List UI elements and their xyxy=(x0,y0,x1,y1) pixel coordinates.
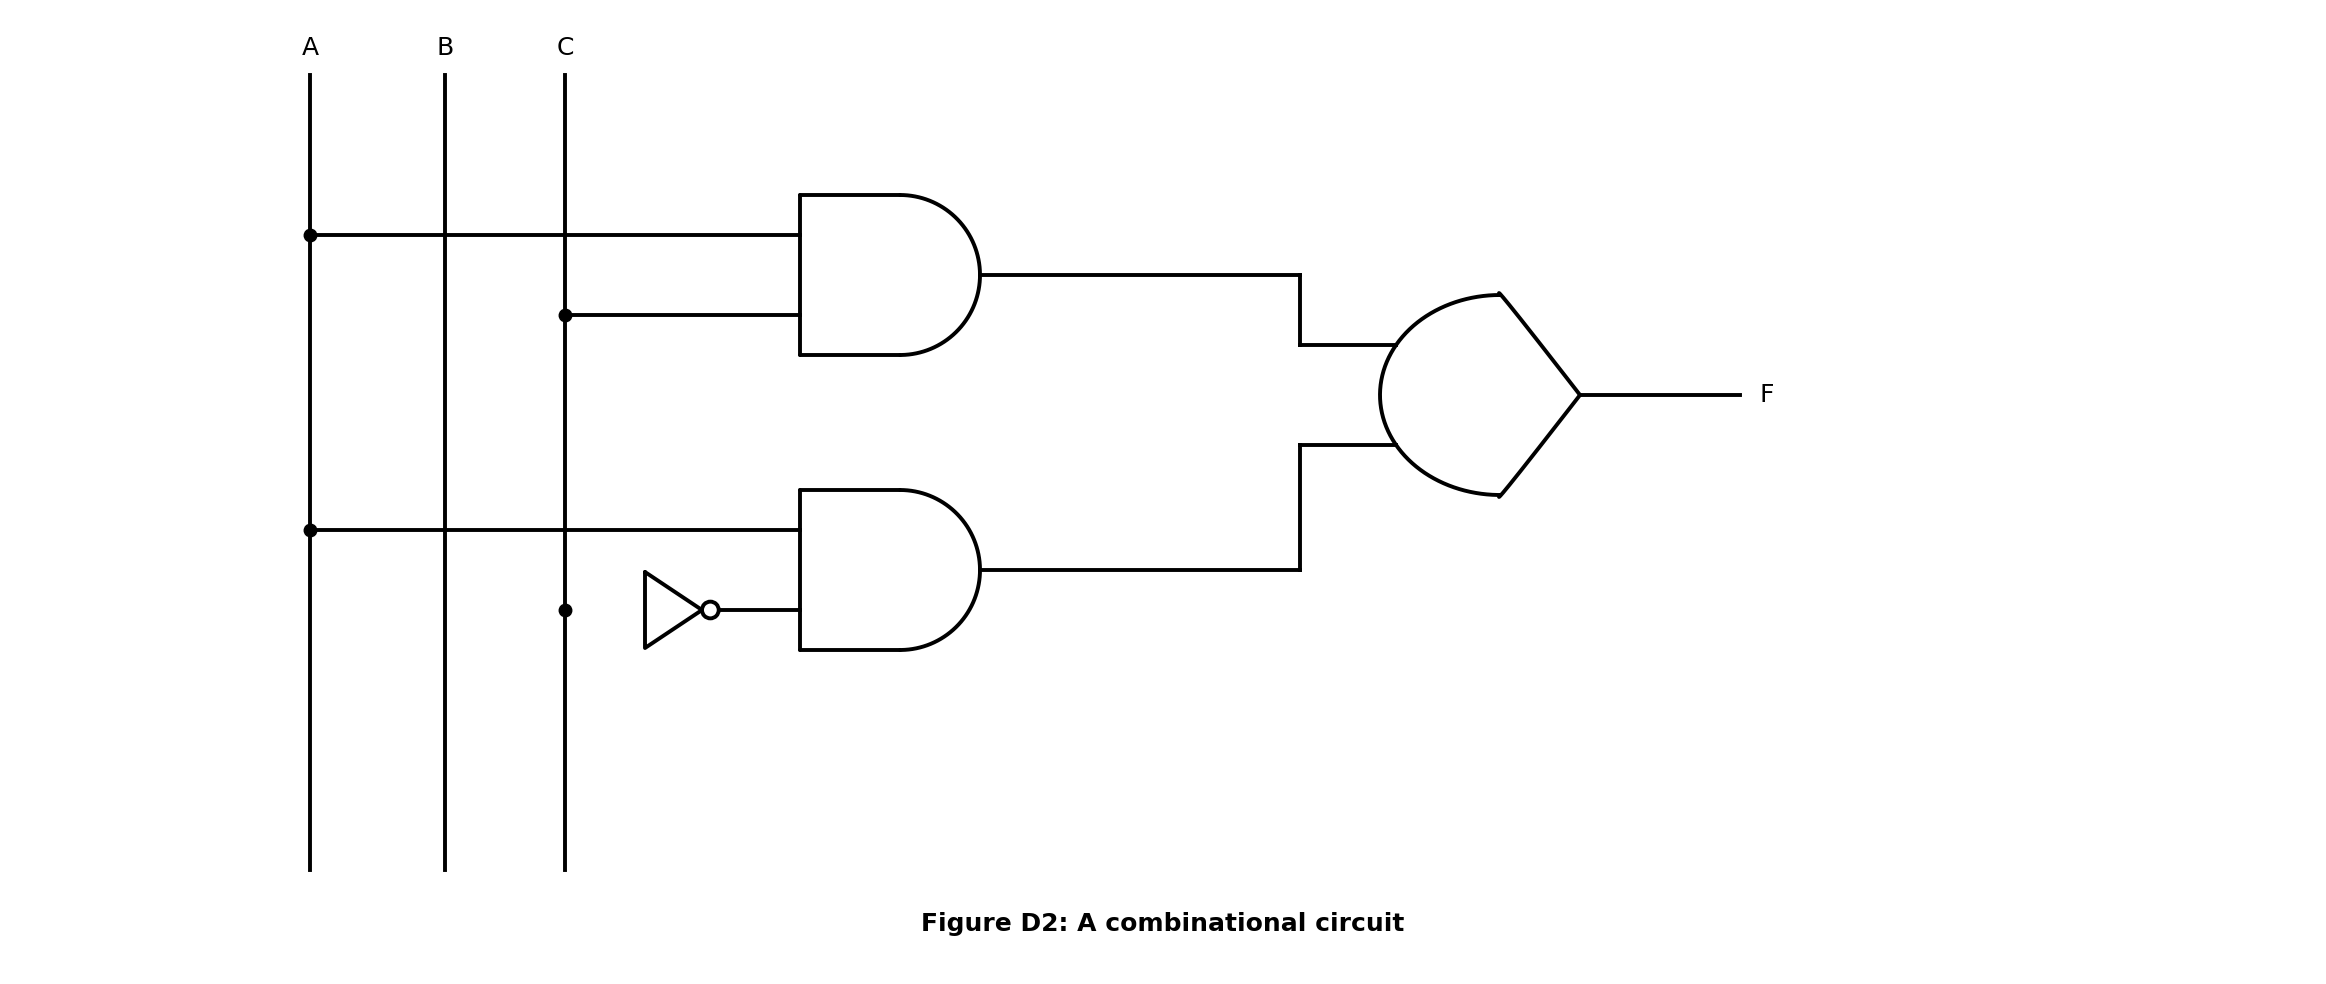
Text: B: B xyxy=(437,36,454,60)
Text: A: A xyxy=(302,36,319,60)
Text: C: C xyxy=(556,36,575,60)
Text: F: F xyxy=(1761,383,1775,407)
Circle shape xyxy=(702,601,719,618)
Text: Figure D2: A combinational circuit: Figure D2: A combinational circuit xyxy=(921,912,1405,936)
